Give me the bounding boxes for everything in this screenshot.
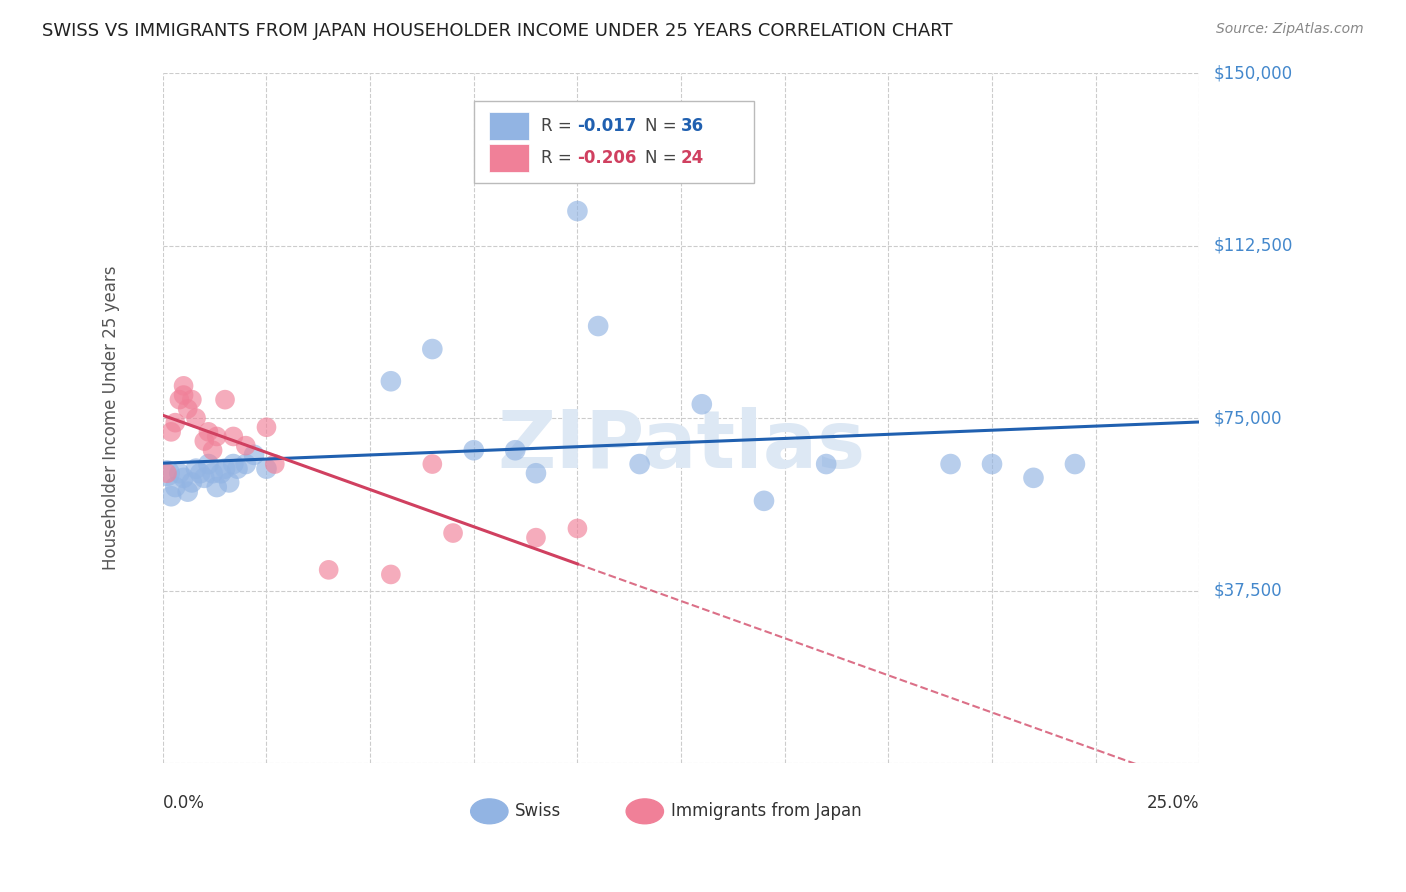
- Text: $75,000: $75,000: [1213, 409, 1282, 427]
- Point: [197, 457, 219, 471]
- Point: [235, 457, 257, 471]
- Text: $37,500: $37,500: [1213, 582, 1282, 599]
- Point: [420, 342, 443, 356]
- Text: -0.017: -0.017: [578, 117, 637, 136]
- Point: [222, 429, 245, 443]
- Text: SWISS VS IMMIGRANTS FROM JAPAN HOUSEHOLDER INCOME UNDER 25 YEARS CORRELATION CHA: SWISS VS IMMIGRANTS FROM JAPAN HOUSEHOLD…: [42, 22, 953, 40]
- Text: R =: R =: [541, 117, 572, 136]
- Point: [420, 457, 443, 471]
- Point: [169, 392, 191, 407]
- Text: 0.0%: 0.0%: [163, 794, 205, 812]
- Point: [165, 416, 187, 430]
- Point: [184, 411, 207, 425]
- Point: [205, 480, 228, 494]
- Point: [160, 425, 183, 439]
- Text: ZIPatlas: ZIPatlas: [496, 407, 865, 484]
- Point: [201, 443, 224, 458]
- FancyBboxPatch shape: [489, 145, 529, 172]
- Point: [441, 526, 464, 541]
- Point: [380, 567, 402, 582]
- Point: [197, 425, 219, 439]
- Text: Householder Income Under 25 years: Householder Income Under 25 years: [103, 266, 120, 570]
- Point: [169, 467, 191, 481]
- Point: [173, 379, 195, 393]
- Text: 25.0%: 25.0%: [1147, 794, 1199, 812]
- Point: [160, 489, 183, 503]
- Point: [201, 467, 224, 481]
- Point: [263, 457, 285, 471]
- Text: Swiss: Swiss: [515, 802, 561, 821]
- Point: [586, 319, 609, 334]
- Point: [173, 471, 195, 485]
- Point: [235, 439, 257, 453]
- Text: $112,500: $112,500: [1213, 236, 1292, 254]
- Point: [1022, 471, 1045, 485]
- Point: [156, 467, 179, 481]
- Text: R =: R =: [541, 149, 572, 167]
- Point: [1064, 457, 1087, 471]
- Point: [380, 374, 402, 388]
- Point: [939, 457, 962, 471]
- Point: [218, 475, 240, 490]
- Point: [503, 443, 526, 458]
- Point: [173, 388, 195, 402]
- FancyBboxPatch shape: [474, 101, 754, 184]
- Point: [188, 467, 211, 481]
- Point: [205, 429, 228, 443]
- Point: [156, 467, 179, 481]
- Point: [752, 493, 775, 508]
- Point: [222, 457, 245, 471]
- Text: -0.206: -0.206: [578, 149, 637, 167]
- Point: [815, 457, 838, 471]
- Text: Immigrants from Japan: Immigrants from Japan: [671, 802, 862, 821]
- Point: [180, 392, 202, 407]
- Point: [628, 457, 651, 471]
- Text: $150,000: $150,000: [1213, 64, 1292, 82]
- Text: Source: ZipAtlas.com: Source: ZipAtlas.com: [1216, 22, 1364, 37]
- Circle shape: [626, 799, 664, 823]
- Point: [256, 461, 278, 475]
- FancyBboxPatch shape: [489, 112, 529, 140]
- Text: 24: 24: [681, 149, 704, 167]
- Point: [184, 461, 207, 475]
- Point: [214, 392, 236, 407]
- Point: [177, 401, 200, 416]
- Point: [177, 484, 200, 499]
- Point: [567, 521, 589, 535]
- Point: [193, 471, 215, 485]
- Point: [226, 461, 249, 475]
- Point: [214, 461, 236, 475]
- Point: [524, 467, 547, 481]
- Text: 36: 36: [681, 117, 704, 136]
- Point: [567, 204, 589, 219]
- Point: [180, 475, 202, 490]
- Point: [318, 563, 340, 577]
- Circle shape: [471, 799, 508, 823]
- Point: [524, 531, 547, 545]
- Text: N =: N =: [645, 149, 676, 167]
- Text: N =: N =: [645, 117, 676, 136]
- Point: [690, 397, 713, 411]
- Point: [243, 448, 266, 462]
- Point: [256, 420, 278, 434]
- Point: [981, 457, 1004, 471]
- Point: [193, 434, 215, 448]
- Point: [165, 480, 187, 494]
- Point: [463, 443, 485, 458]
- Point: [209, 467, 232, 481]
